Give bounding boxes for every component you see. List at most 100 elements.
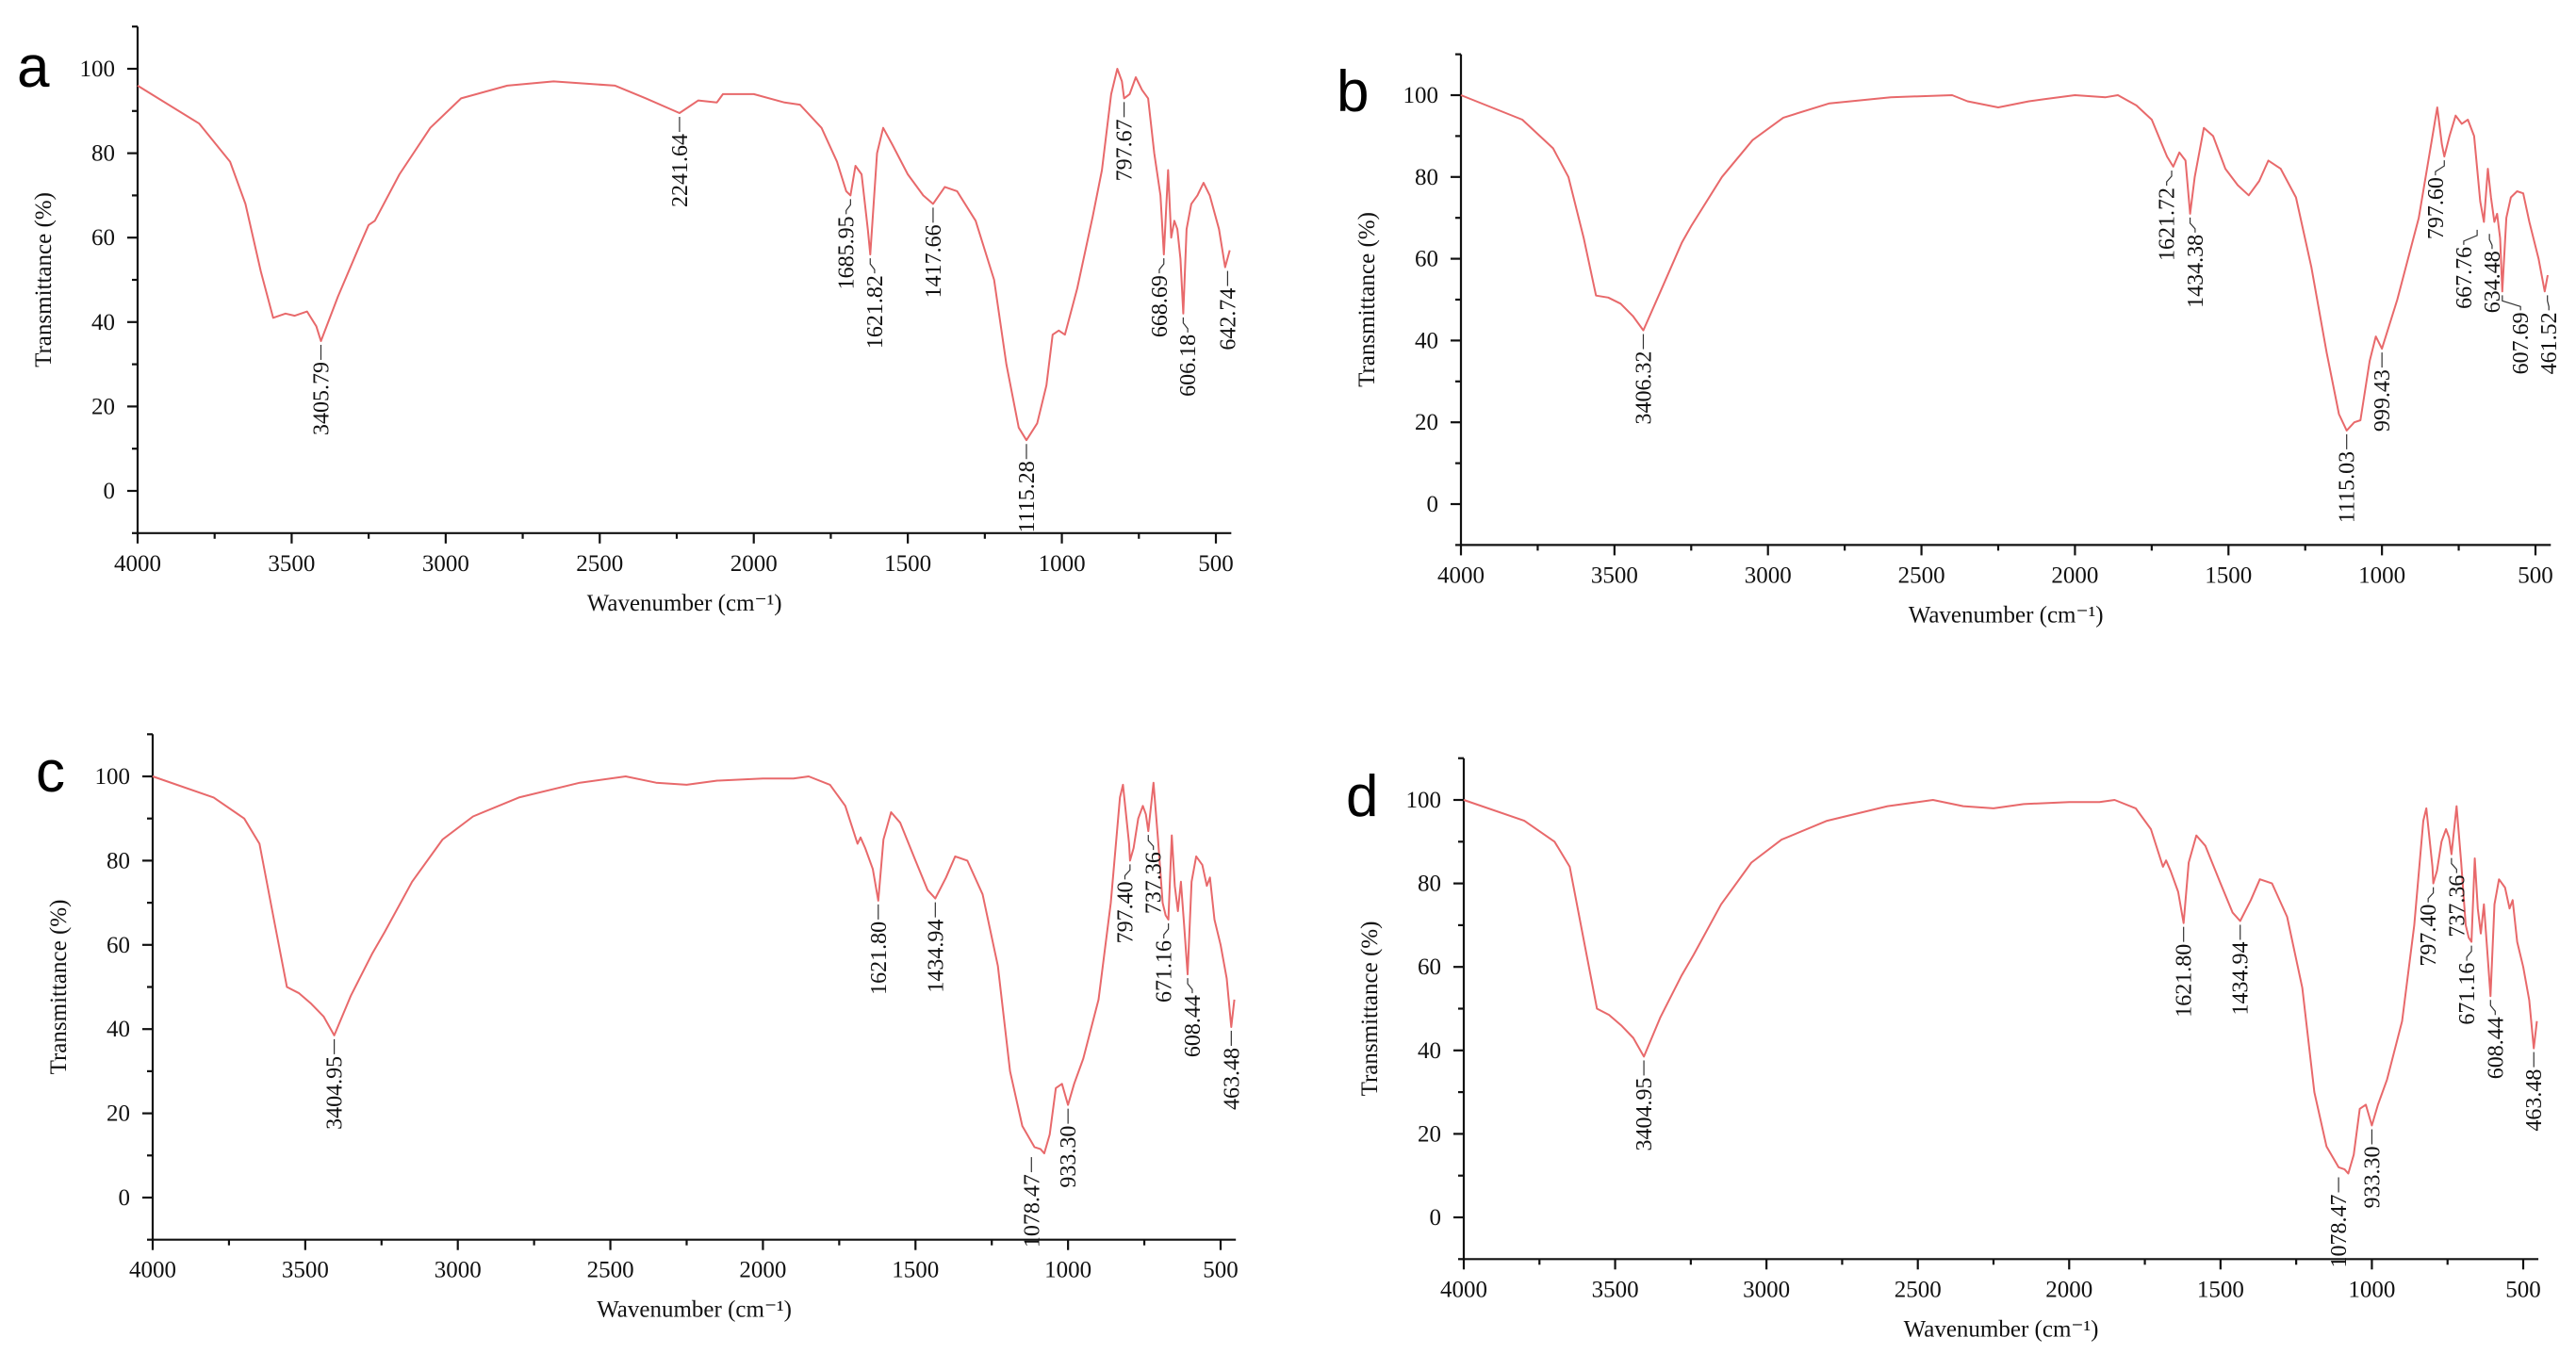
- peak-label: 608.44: [1181, 995, 1206, 1057]
- peak-leader: [2502, 295, 2521, 311]
- peak-leader: [2547, 295, 2550, 311]
- peak-label: 1115.28: [1015, 461, 1040, 532]
- x-tick-label: 1000: [2358, 563, 2405, 588]
- y-tick-label: 60: [1418, 954, 1441, 980]
- y-tick-label: 100: [95, 764, 131, 790]
- panel-letter: c: [36, 740, 65, 805]
- x-tick-label: 2500: [1898, 563, 1945, 588]
- peak-label: 1621.80: [2173, 944, 2197, 1018]
- y-tick-label: 60: [1415, 247, 1438, 272]
- peak-label: 737.36: [2445, 875, 2469, 938]
- x-tick-label: 2000: [2051, 563, 2098, 588]
- x-tick-label: 3500: [282, 1258, 329, 1283]
- x-tick-label: 2500: [587, 1258, 634, 1283]
- x-tick-label: 3500: [268, 551, 315, 577]
- peak-leader: [1182, 317, 1189, 333]
- y-tick-label: 100: [1403, 83, 1439, 108]
- peak-label: 797.60: [2424, 177, 2449, 239]
- y-tick-label: 40: [107, 1017, 130, 1042]
- peak-label: 634.48: [2481, 251, 2505, 313]
- y-tick-label: 60: [107, 933, 130, 958]
- peak-label: 606.18: [1176, 334, 1201, 397]
- panel-letter: d: [1346, 764, 1378, 829]
- x-tick-label: 500: [2518, 563, 2553, 588]
- peak-leader: [1163, 922, 1170, 938]
- x-tick-label: 2000: [739, 1258, 786, 1283]
- x-tick-label: 1000: [1039, 551, 1086, 577]
- y-tick-label: 0: [119, 1185, 131, 1211]
- peak-label: 461.52: [2537, 312, 2562, 374]
- peak-leader: [2189, 217, 2196, 233]
- x-axis-label: Wavenumber (cm⁻¹): [1909, 602, 2104, 628]
- peak-label: 1115.03: [2336, 451, 2360, 523]
- x-tick-label: 3000: [1743, 1277, 1790, 1302]
- y-tick-label: 40: [1418, 1038, 1441, 1064]
- y-tick-label: 20: [1415, 410, 1438, 435]
- peak-label: 671.16: [2455, 963, 2480, 1025]
- peak-label: 607.69: [2509, 312, 2534, 374]
- peak-label: 463.48: [2522, 1069, 2547, 1132]
- spectrum-line-a: [137, 68, 1231, 442]
- peak-label: 737.36: [1142, 852, 1167, 914]
- y-tick-label: 80: [1418, 872, 1441, 897]
- x-tick-label: 3000: [422, 551, 469, 577]
- peak-leader: [2166, 170, 2173, 186]
- x-tick-label: 1500: [884, 551, 931, 577]
- peak-label: 667.76: [2453, 247, 2477, 309]
- peak-label: 1434.94: [924, 920, 948, 993]
- peak-leader: [2451, 857, 2457, 873]
- y-tick-label: 0: [104, 479, 116, 504]
- y-tick-label: 80: [1415, 165, 1438, 190]
- peak-label: 1078.47: [1020, 1174, 1044, 1248]
- x-tick-label: 2000: [730, 551, 778, 577]
- x-axis-label: Wavenumber (cm⁻¹): [597, 1297, 792, 1323]
- x-tick-label: 1500: [2197, 1277, 2244, 1302]
- x-tick-label: 500: [1198, 551, 1234, 577]
- x-tick-label: 3500: [1592, 1277, 1639, 1302]
- y-tick-label: 80: [91, 141, 115, 167]
- chart-panel-b: b 4000 3500 3000 2500 2000 1500 1000 500 0 20 40 60 8…: [1337, 53, 2562, 628]
- peak-label: 1685.95: [835, 216, 860, 289]
- x-tick-label: 1000: [2348, 1277, 2395, 1302]
- y-tick-label: 0: [1430, 1205, 1442, 1231]
- peak-leader: [1147, 835, 1155, 851]
- peak-label: 933.30: [2360, 1147, 2385, 1209]
- spectrum-line-b: [1460, 94, 2549, 432]
- panel-letter: a: [17, 35, 50, 100]
- y-axis-label: Transmittance (%): [46, 900, 72, 1075]
- x-tick-label: 3500: [1591, 563, 1638, 588]
- x-tick-label: 3000: [435, 1258, 482, 1283]
- peak-leader: [1187, 978, 1193, 994]
- peak-leader: [2466, 945, 2472, 961]
- peak-label: 3405.79: [309, 362, 334, 435]
- peak-leader: [845, 199, 851, 215]
- peak-label: 797.67: [1113, 119, 1138, 181]
- peak-label: 1417.66: [922, 224, 946, 298]
- y-axis-label: Transmittance (%): [31, 192, 57, 367]
- y-tick-label: 40: [1415, 328, 1438, 353]
- y-tick-label: 40: [91, 310, 115, 335]
- x-tick-label: 1500: [2205, 563, 2252, 588]
- peak-leader: [1158, 258, 1165, 274]
- x-tick-label: 1500: [892, 1258, 939, 1283]
- chart-panel-a: a 4000 3500 3000 2500 2000 1500 1000 500 0 20 40 60 8…: [17, 25, 1240, 616]
- x-tick-label: 4000: [129, 1258, 176, 1283]
- peak-label: 797.40: [1113, 881, 1138, 943]
- peak-leader: [869, 258, 876, 274]
- x-tick-label: 4000: [1437, 563, 1485, 588]
- spectrum-line-d: [1463, 799, 2538, 1175]
- panel-letter: b: [1337, 59, 1369, 124]
- spectrum-line-c: [152, 775, 1236, 1155]
- peak-label: 1434.38: [2184, 235, 2208, 308]
- peak-leader: [2427, 887, 2435, 903]
- peak-label: 3406.32: [1632, 351, 1656, 425]
- y-tick-label: 100: [1406, 788, 1442, 813]
- peak-label: 668.69: [1148, 275, 1173, 337]
- y-tick-label: 80: [107, 848, 130, 873]
- x-axis-label: Wavenumber (cm⁻¹): [587, 591, 782, 616]
- peak-label: 463.48: [1220, 1048, 1244, 1110]
- x-tick-label: 500: [2505, 1277, 2541, 1302]
- x-tick-label: 2500: [1895, 1277, 1942, 1302]
